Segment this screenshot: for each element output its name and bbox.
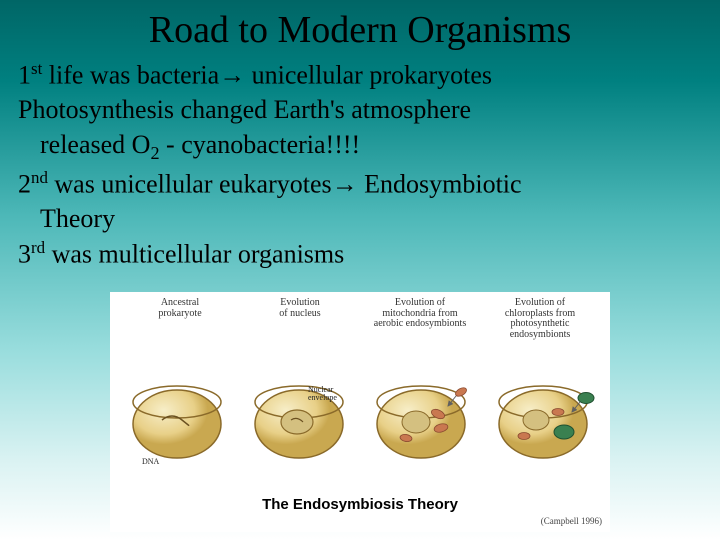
diagram-caption: The Endosymbiosis Theory xyxy=(110,496,610,513)
diagram-credit: (Campbell 1996) xyxy=(541,516,602,526)
nucleus-label: Nuclear envelope xyxy=(308,386,337,402)
line-3: released O2 - cyanobacteria!!!! xyxy=(18,129,704,165)
stage-labels: Ancestral prokaryote Evolution of nucleu… xyxy=(110,292,610,342)
text: was multicellular organisms xyxy=(45,240,344,269)
sup: nd xyxy=(31,168,48,187)
line-1: 1st life was bacteria→ unicellular proka… xyxy=(18,58,704,92)
sub: 2 xyxy=(150,143,159,163)
text: - cyanobacteria!!!! xyxy=(160,130,361,159)
stage-label-1: Ancestral prokaryote xyxy=(120,298,240,340)
cell-icon xyxy=(122,362,232,472)
text: 3 xyxy=(18,240,31,269)
text: was unicellular eukaryotes xyxy=(48,169,332,198)
cell-stage-4 xyxy=(488,362,598,472)
arrow-icon: → xyxy=(219,60,245,90)
endosymbiosis-diagram: Ancestral prokaryote Evolution of nucleu… xyxy=(110,292,610,532)
text: Endosymbiotic xyxy=(358,169,522,198)
line-6: 3rd was multicellular organisms xyxy=(18,237,704,271)
cell-icon xyxy=(244,362,354,472)
cell-icon xyxy=(366,362,476,472)
text: unicellular prokaryotes xyxy=(245,61,492,90)
stage-label-4: Evolution of chloroplasts from photosynt… xyxy=(480,298,600,340)
text: life was bacteria xyxy=(42,61,219,90)
cell-stage-3 xyxy=(366,362,476,472)
stage-label-2: Evolution of nucleus xyxy=(240,298,360,340)
arrow-icon: → xyxy=(332,168,358,198)
line-4: 2nd was unicellular eukaryotes→ Endosymb… xyxy=(18,167,704,201)
text: 1 xyxy=(18,61,31,90)
line-5: Theory xyxy=(18,203,704,236)
text: released O xyxy=(40,130,150,159)
cell-icon xyxy=(488,362,598,472)
cell-stage-2: Nuclear envelope xyxy=(244,362,354,472)
cell-stage-1: DNA xyxy=(122,362,232,472)
stage-label-3: Evolution of mitochondria from aerobic e… xyxy=(360,298,480,340)
line-2: Photosynthesis changed Earth's atmospher… xyxy=(18,94,704,127)
text: 2 xyxy=(18,169,31,198)
content-block: 1st life was bacteria→ unicellular proka… xyxy=(0,58,720,271)
cells-row: DNA Nuclear envelope xyxy=(110,342,610,492)
sup: st xyxy=(31,59,42,78)
dna-label: DNA xyxy=(142,458,159,466)
sup: rd xyxy=(31,238,45,257)
page-title: Road to Modern Organisms xyxy=(0,0,720,58)
